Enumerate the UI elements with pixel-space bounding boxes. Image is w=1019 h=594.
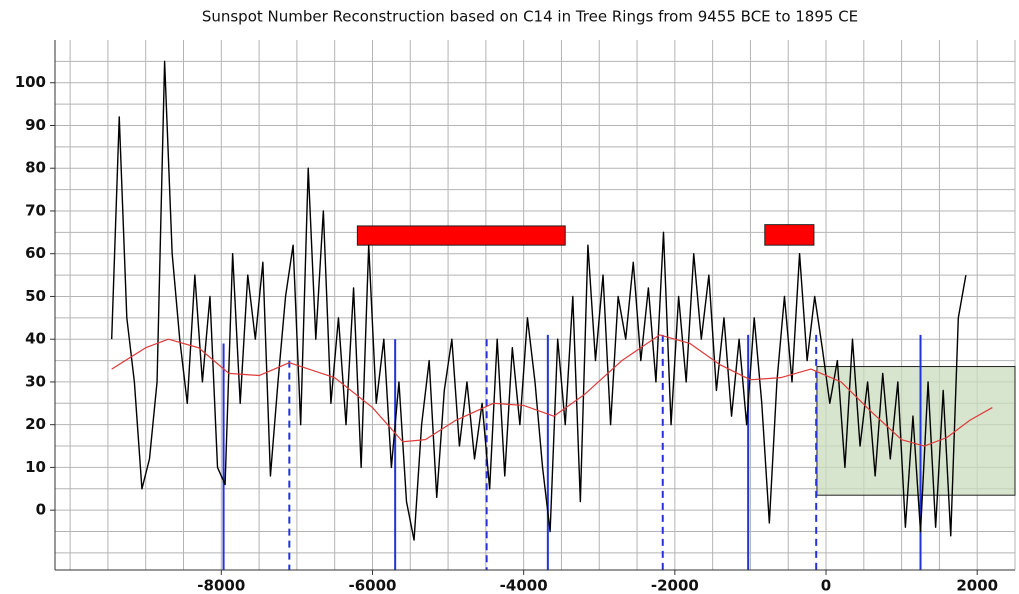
- x-tick-label: -2000: [651, 577, 699, 594]
- annotation-rect: [356, 225, 566, 246]
- y-tick-label: 30: [25, 372, 46, 390]
- y-tick-label: 10: [25, 458, 46, 476]
- series-line: [111, 334, 993, 447]
- y-tick-label: 0: [36, 501, 46, 519]
- chart-title: Sunspot Number Reconstruction based on C…: [202, 8, 858, 26]
- x-tick-label: -6000: [348, 577, 396, 594]
- y-tick-label: 60: [25, 244, 46, 262]
- x-tick-label: -8000: [197, 577, 245, 594]
- y-tick-label: 100: [15, 73, 46, 91]
- y-tick-label: 90: [25, 116, 46, 134]
- x-tick-label: 0: [821, 577, 831, 594]
- annotation-rect: [764, 224, 815, 246]
- y-tick-label: 80: [25, 159, 46, 177]
- y-tick-label: 40: [25, 330, 46, 348]
- y-tick-label: 70: [25, 201, 46, 219]
- y-tick-label: 20: [25, 415, 46, 433]
- y-tick-label: 50: [25, 287, 46, 305]
- x-tick-label: -4000: [500, 577, 548, 594]
- x-tick-label: 2000: [956, 577, 998, 594]
- series-line: [110, 60, 967, 541]
